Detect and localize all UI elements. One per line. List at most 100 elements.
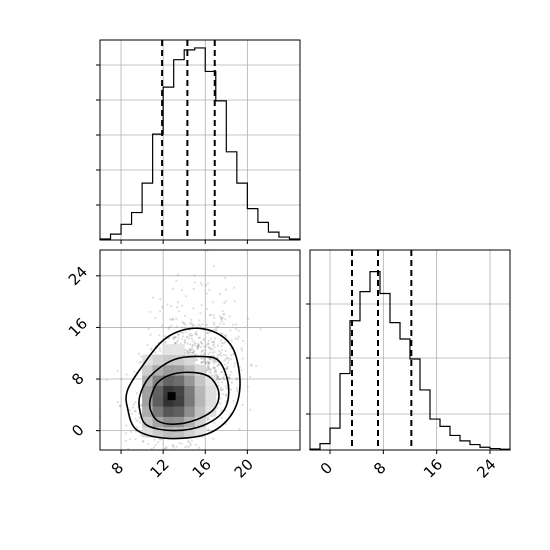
sample-point [216,406,219,409]
sample-point [200,350,203,354]
density-cell [142,406,154,417]
sample-point [172,337,175,341]
sample-point [164,340,167,344]
density-cell [163,364,175,376]
sample-point [203,353,206,356]
sample-point [197,336,200,339]
sample-point [219,315,222,318]
sample-point [184,446,187,449]
sample-point [213,323,216,326]
sample-point [193,274,196,277]
sample-point [199,345,202,349]
sample-point [138,361,141,364]
sample-point [173,336,176,339]
density-cell [163,375,175,386]
sample-point [220,388,223,391]
density-cell [205,375,217,386]
sample-point [222,313,225,316]
panel-ticks [96,64,248,244]
sample-point [220,416,223,419]
sample-point [154,351,157,354]
sample-point [175,445,178,448]
sample-point [194,332,197,335]
sample-point [224,276,227,279]
sample-point [171,317,174,320]
sample-point [207,428,210,431]
sample-point [205,292,208,295]
sample-point [235,378,238,381]
sample-point [195,332,198,335]
sample-point [207,360,210,363]
sample-point [212,301,215,304]
sample-point [230,370,233,373]
sample-point [129,409,132,412]
sample-point [200,304,203,307]
sample-point [241,349,244,352]
sample-point [193,350,196,353]
sample-point [140,404,143,407]
sample-point [196,348,199,351]
sample-point [205,324,208,327]
sample-point [204,345,207,348]
sample-point [219,371,223,374]
sample-point [232,400,235,403]
sample-point [158,347,162,350]
sample-point [190,323,193,326]
sample-point [186,352,189,355]
sample-point [189,348,192,351]
sample-point [221,320,224,323]
sample-point [159,298,162,301]
sample-point [203,345,206,348]
sample-point [182,322,185,325]
sample-point [184,314,187,317]
sample-point [135,426,139,429]
sample-point [147,442,150,445]
sample-point [176,301,180,304]
sample-point [119,404,122,407]
sample-point [130,412,134,415]
sample-point [167,337,171,340]
sample-point [175,279,178,282]
sample-point [185,336,188,339]
sample-point [216,375,220,378]
sample-point [159,438,162,441]
sample-point [208,362,211,365]
sample-point [196,345,199,348]
sample-point [124,439,127,442]
sample-point [202,337,205,340]
sample-point [197,344,200,347]
sample-point [189,343,192,346]
sample-point [129,430,133,433]
sample-point [170,305,173,308]
sample-point [131,406,135,409]
sample-point [206,361,209,364]
sample-point [223,302,226,305]
sample-point [230,388,233,391]
sample-point [200,361,204,364]
density-cell [142,426,154,438]
sample-point [228,376,231,379]
sample-point [201,350,204,353]
sample-point [224,318,227,321]
sample-point [208,357,211,360]
histogram-step-line [99,47,301,240]
sample-point [174,341,177,344]
sample-point [209,358,212,361]
sample-point [219,352,222,355]
density-cell [205,395,217,407]
sample-point [206,343,209,346]
sample-point [216,392,219,395]
sample-point [138,416,141,419]
sample-point [212,340,215,343]
sample-point [215,325,218,329]
sample-point [175,341,179,344]
sample-point [213,328,216,331]
sample-point [192,351,195,354]
sample-point [213,366,216,369]
contour-line [125,327,241,440]
sample-point [176,273,179,276]
sample-point [191,334,194,337]
histogram-panel-x [96,39,301,244]
sample-point [208,357,211,361]
